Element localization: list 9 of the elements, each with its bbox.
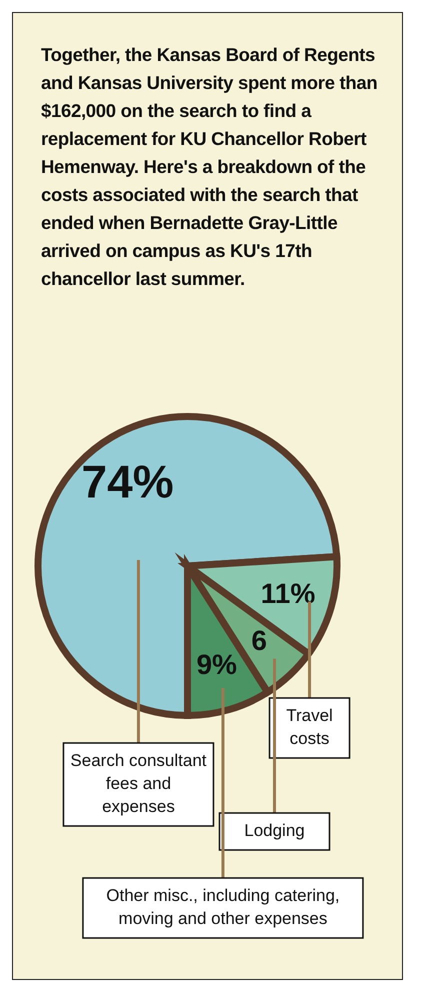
chart-title: Together, the Kansas Board of Regents and Kansas University spent more than $162,000 on the search to find a replacement for KU Chancellor Robert Hemenway. Here's a breakdown of the costs associated with the search that ended when Bernadette Gray-Little arrived on campus as KU's 17th chancellor last summer. xyxy=(41,44,378,289)
slice-label: Other misc., including catering, moving and other expenses xyxy=(106,886,340,928)
data-label: 6 xyxy=(251,625,267,656)
slice-label: Travel costs xyxy=(286,706,333,748)
data-label: 11% xyxy=(260,578,316,609)
slice-label: Search consultant fees and expenses xyxy=(70,751,207,816)
data-label: 9% xyxy=(196,649,238,680)
data-label: 74% xyxy=(82,455,174,508)
slice-label: Lodging xyxy=(244,821,305,840)
